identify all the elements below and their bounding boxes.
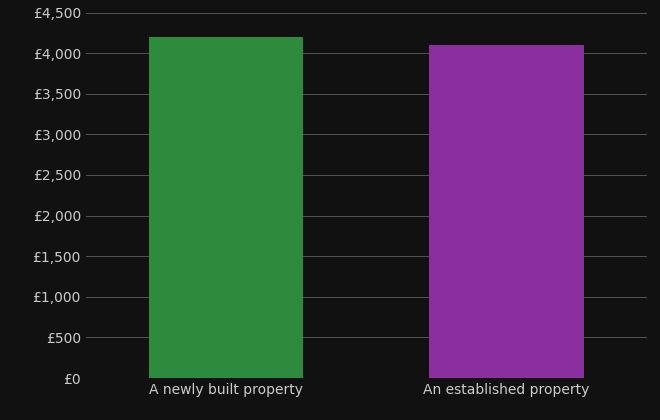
Bar bbox=[149, 37, 303, 378]
Bar bbox=[430, 45, 583, 378]
